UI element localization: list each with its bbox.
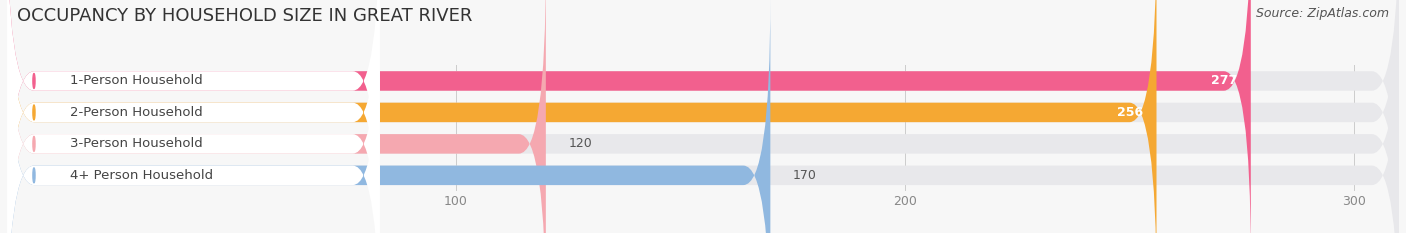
Text: 3-Person Household: 3-Person Household: [70, 137, 202, 150]
FancyBboxPatch shape: [7, 0, 546, 233]
FancyBboxPatch shape: [7, 0, 380, 233]
Text: OCCUPANCY BY HOUSEHOLD SIZE IN GREAT RIVER: OCCUPANCY BY HOUSEHOLD SIZE IN GREAT RIV…: [17, 7, 472, 25]
Circle shape: [32, 74, 35, 88]
Circle shape: [32, 168, 35, 183]
Text: 4+ Person Household: 4+ Person Household: [70, 169, 214, 182]
FancyBboxPatch shape: [7, 0, 770, 233]
FancyBboxPatch shape: [7, 0, 1251, 233]
FancyBboxPatch shape: [7, 0, 1157, 233]
Text: 120: 120: [568, 137, 592, 150]
Circle shape: [32, 105, 35, 120]
FancyBboxPatch shape: [7, 0, 1399, 233]
FancyBboxPatch shape: [7, 0, 380, 233]
Text: 256: 256: [1116, 106, 1143, 119]
Text: 277: 277: [1211, 75, 1237, 87]
FancyBboxPatch shape: [7, 0, 1399, 233]
Text: 2-Person Household: 2-Person Household: [70, 106, 202, 119]
Text: Source: ZipAtlas.com: Source: ZipAtlas.com: [1256, 7, 1389, 20]
FancyBboxPatch shape: [7, 0, 1399, 233]
Text: 170: 170: [793, 169, 817, 182]
FancyBboxPatch shape: [7, 0, 1399, 233]
FancyBboxPatch shape: [7, 0, 380, 233]
FancyBboxPatch shape: [7, 0, 380, 233]
Circle shape: [32, 137, 35, 151]
Text: 1-Person Household: 1-Person Household: [70, 75, 202, 87]
